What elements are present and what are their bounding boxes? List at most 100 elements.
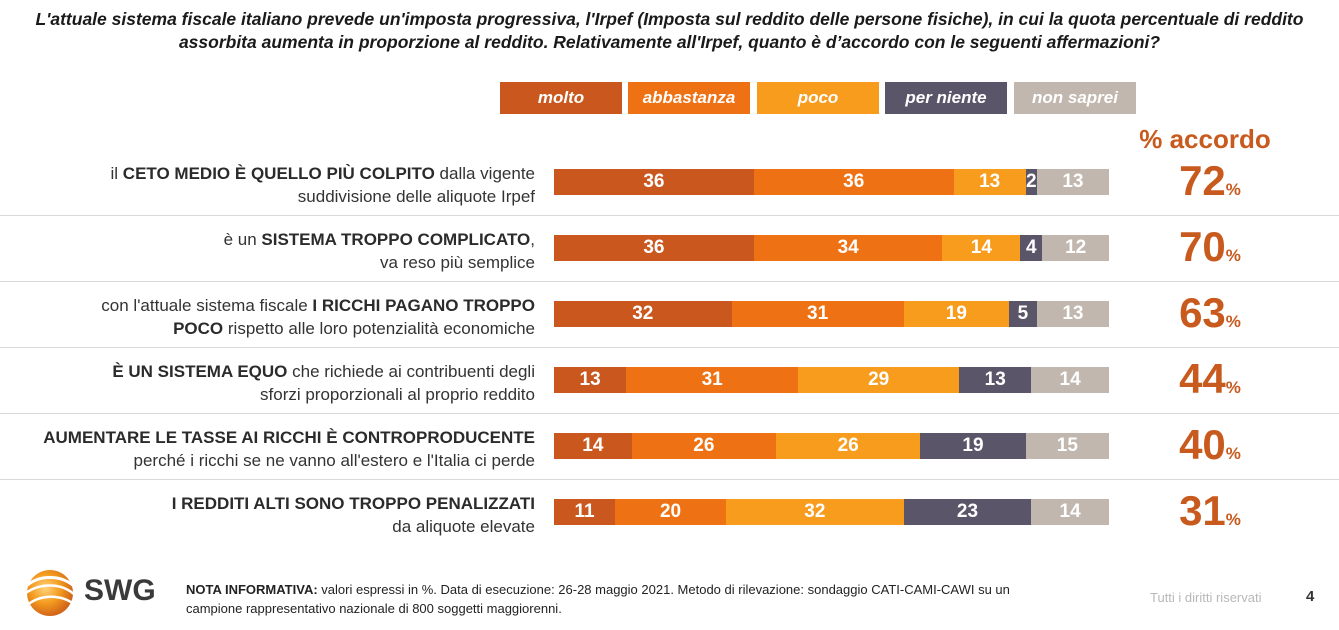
bar-segment-molto: 32 — [554, 301, 732, 327]
accordo-number: 31 — [1179, 487, 1226, 534]
bar-segment-non-saprei: 14 — [1031, 367, 1109, 393]
row-label-6: I REDDITI ALTI SONO TROPPO PENALIZZATI da… — [20, 492, 535, 538]
stacked-bar-6: 11 20 32 23 14 — [554, 499, 1109, 525]
accordo-percent-sign: % — [1225, 312, 1241, 331]
row-label-text: che richiede ai contribuenti degli — [287, 362, 535, 381]
legend-item-non-saprei: non saprei — [1014, 82, 1136, 114]
accordo-column-header: % accordo — [1139, 124, 1271, 154]
rights-reserved: Tutti i diritti riservati — [1150, 590, 1262, 605]
stacked-bar-3: 32 31 19 5 13 — [554, 301, 1109, 327]
row-label-text: dalla vigente — [434, 164, 535, 183]
bar-segment-per-niente: 19 — [920, 433, 1026, 459]
row-label-line: I REDDITI ALTI SONO TROPPO PENALIZZATI — [20, 492, 535, 515]
stacked-bar-5: 14 26 26 19 15 — [554, 433, 1109, 459]
row-label-line: è un SISTEMA TROPPO COMPLICATO, — [20, 228, 535, 251]
legend-item-abbastanza: abbastanza — [628, 82, 750, 114]
row-label-1: il CETO MEDIO È QUELLO PIÙ COLPITO dalla… — [20, 162, 535, 208]
row-label-text: , — [530, 230, 535, 249]
row-separator — [0, 215, 1339, 216]
accordo-value-6: 31% — [1150, 487, 1270, 535]
row-label-text: con l'attuale sistema fiscale — [101, 296, 313, 315]
bar-segment-poco: 19 — [903, 301, 1010, 327]
note-label: NOTA INFORMATIVA: — [186, 582, 318, 597]
accordo-percent-sign: % — [1225, 444, 1241, 463]
stacked-bar-1: 36 36 13 2 13 — [554, 169, 1109, 195]
swg-globe-icon — [21, 570, 78, 616]
bar-segment-non-saprei: 14 — [1031, 499, 1109, 525]
swg-logo-text: SWG — [84, 574, 156, 607]
accordo-number: 44 — [1179, 355, 1226, 402]
bar-segment-poco: 32 — [726, 499, 904, 525]
bar-segment-per-niente: 2 — [1025, 169, 1037, 195]
row-label-line: sforzi proporzionali al proprio reddito — [20, 383, 535, 406]
row-label-2: è un SISTEMA TROPPO COMPLICATO, va reso p… — [20, 228, 535, 274]
accordo-percent-sign: % — [1225, 180, 1241, 199]
row-label-text: sforzi proporzionali al proprio reddito — [260, 385, 535, 404]
chart-title-line-1: L'attuale sistema fiscale italiano preve… — [35, 9, 1304, 29]
row-label-emphasis: AUMENTARE LE TASSE AI RICCHI È CONTROPRO… — [43, 428, 535, 447]
bar-segment-molto: 36 — [554, 235, 754, 261]
bar-segment-abbastanza: 31 — [731, 301, 904, 327]
accordo-number: 63 — [1179, 289, 1226, 336]
bar-segment-abbastanza: 20 — [615, 499, 727, 525]
bar-segment-per-niente: 5 — [1009, 301, 1037, 327]
row-label-emphasis: CETO MEDIO È QUELLO PIÙ COLPITO — [122, 164, 435, 183]
bar-segment-molto: 14 — [554, 433, 632, 459]
row-label-emphasis: È UN SISTEMA EQUO — [112, 362, 288, 381]
row-separator — [0, 413, 1339, 414]
row-label-line: AUMENTARE LE TASSE AI RICCHI È CONTROPRO… — [20, 426, 535, 449]
accordo-percent-sign: % — [1225, 246, 1241, 265]
row-label-line: va reso più semplice — [20, 251, 535, 274]
row-label-emphasis: I REDDITI ALTI SONO TROPPO PENALIZZATI — [171, 494, 535, 513]
stacked-bar-2: 36 34 14 4 12 — [554, 235, 1109, 261]
bar-segment-abbastanza: 31 — [626, 367, 799, 393]
accordo-number: 70 — [1179, 223, 1226, 270]
row-label-4: È UN SISTEMA EQUO che richiede ai contri… — [20, 360, 535, 406]
row-label-5: AUMENTARE LE TASSE AI RICCHI È CONTROPRO… — [20, 426, 535, 472]
bar-segment-abbastanza: 26 — [631, 433, 776, 459]
bar-segment-per-niente: 4 — [1020, 235, 1043, 261]
accordo-percent-sign: % — [1225, 510, 1241, 529]
row-separator — [0, 347, 1339, 348]
accordo-number: 40 — [1179, 421, 1226, 468]
row-label-line: da aliquote elevate — [20, 515, 535, 538]
bar-segment-abbastanza: 36 — [753, 169, 954, 195]
bar-segment-abbastanza: 34 — [753, 235, 943, 261]
accordo-number: 72 — [1179, 157, 1226, 204]
row-label-line: È UN SISTEMA EQUO che richiede ai contri… — [20, 360, 535, 383]
row-label-line: POCO rispetto alle loro potenzialità eco… — [20, 317, 535, 340]
bar-segment-poco: 26 — [775, 433, 921, 459]
page-number: 4 — [1306, 588, 1315, 605]
row-label-line: suddivisione delle aliquote Irpef — [20, 185, 535, 208]
row-label-line: perché i ricchi se ne vanno all'estero e… — [20, 449, 535, 472]
bar-segment-per-niente: 13 — [959, 367, 1032, 393]
bar-segment-non-saprei: 13 — [1036, 169, 1109, 195]
row-label-text: rispetto alle loro potenzialità economic… — [223, 319, 535, 338]
row-label-line: con l'attuale sistema fiscale I RICCHI P… — [20, 294, 535, 317]
bar-segment-non-saprei: 13 — [1036, 301, 1109, 327]
bar-segment-non-saprei: 15 — [1025, 433, 1109, 459]
row-separator — [0, 479, 1339, 480]
row-separator — [0, 281, 1339, 282]
bar-segment-molto: 13 — [554, 367, 627, 393]
accordo-value-3: 63% — [1150, 289, 1270, 337]
legend-item-poco: poco — [757, 82, 879, 114]
bar-segment-poco: 13 — [953, 169, 1026, 195]
row-label-emphasis: SISTEMA TROPPO COMPLICATO — [261, 230, 531, 249]
row-label-text: perché i ricchi se ne vanno all'estero e… — [133, 451, 535, 470]
row-label-3: con l'attuale sistema fiscale I RICCHI P… — [20, 294, 535, 340]
row-label-text: suddivisione delle aliquote Irpef — [297, 187, 535, 206]
note-text: valori espressi in %. Data di esecuzione… — [186, 582, 1010, 616]
accordo-value-4: 44% — [1150, 355, 1270, 403]
row-label-emphasis: I RICCHI PAGANO TROPPO — [312, 296, 535, 315]
bar-segment-non-saprei: 12 — [1042, 235, 1109, 261]
bar-segment-molto: 36 — [554, 169, 754, 195]
chart-title-line-2: assorbita aumenta in proporzione al redd… — [178, 32, 1161, 52]
row-label-line: il CETO MEDIO È QUELLO PIÙ COLPITO dalla… — [20, 162, 535, 185]
bar-segment-per-niente: 23 — [903, 499, 1032, 525]
row-label-emphasis: POCO — [173, 319, 224, 338]
accordo-value-1: 72% — [1150, 157, 1270, 205]
legend-item-per-niente: per niente — [885, 82, 1007, 114]
accordo-value-5: 40% — [1150, 421, 1270, 469]
legend-item-molto: molto — [500, 82, 622, 114]
